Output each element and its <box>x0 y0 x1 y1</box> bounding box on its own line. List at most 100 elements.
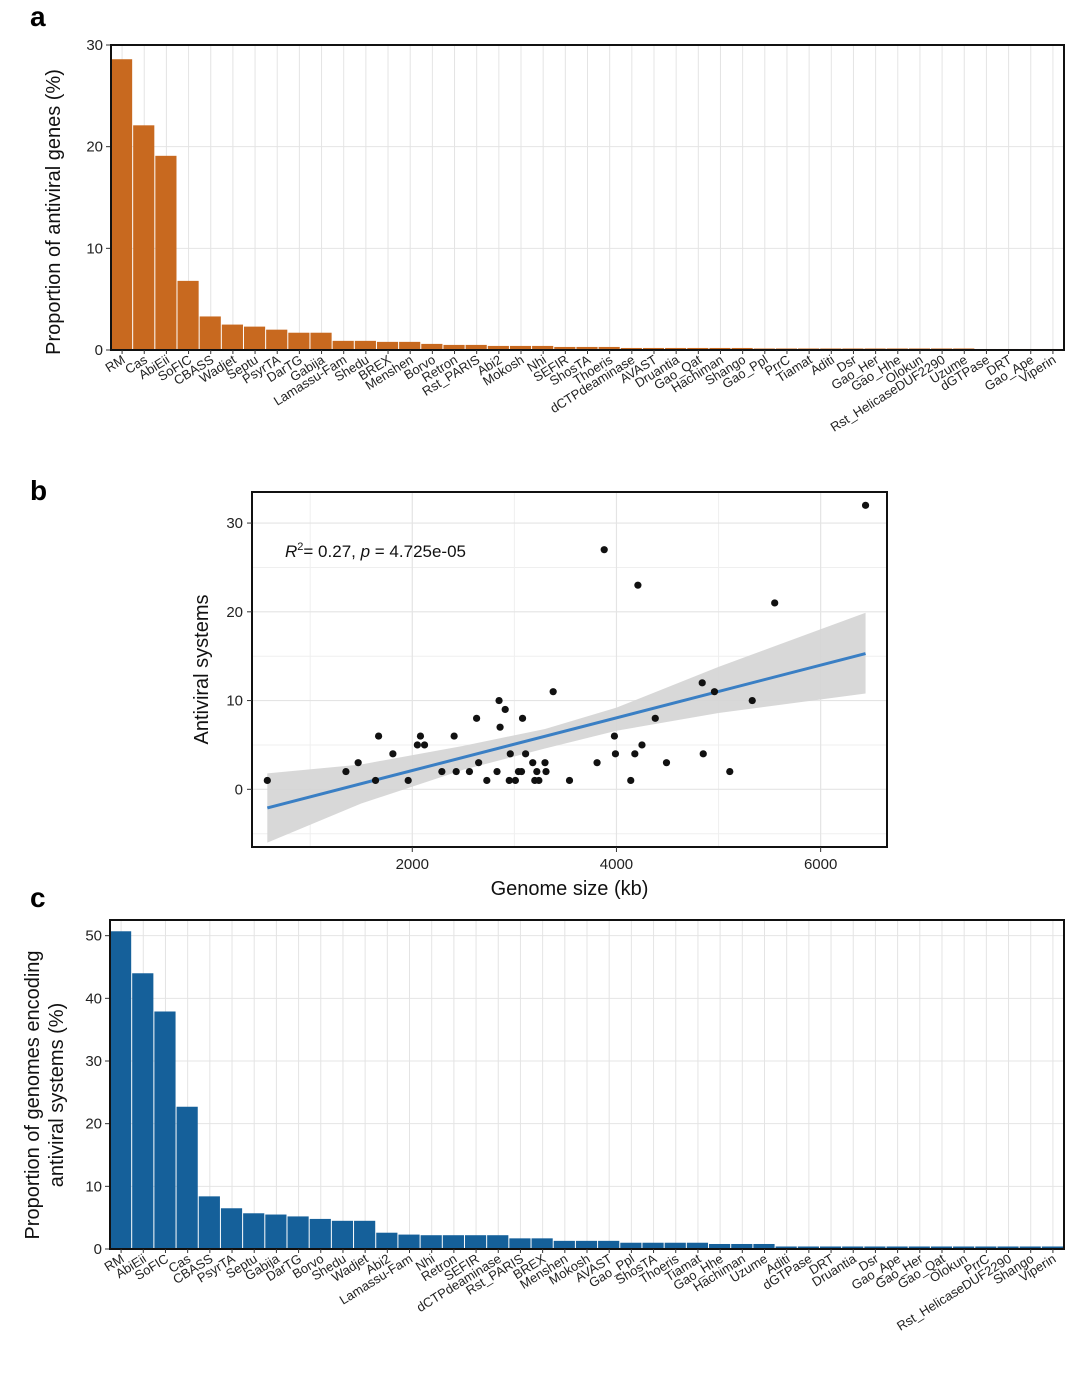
bar-Mokosh <box>575 1240 598 1249</box>
bar-Shango <box>731 347 753 350</box>
bar-Mokosh <box>509 345 532 350</box>
data-point <box>483 776 491 785</box>
bar-Retron <box>443 344 465 350</box>
bar-Septu <box>243 326 266 350</box>
bar-Nhi <box>532 345 554 350</box>
bar-Retron <box>442 1235 464 1249</box>
data-point <box>438 767 446 776</box>
bar-BREX <box>376 341 399 350</box>
y-tick-label: 10 <box>226 693 243 710</box>
x-axis-title: Genome size (kb) <box>491 878 649 900</box>
bar-Hachiman <box>709 347 731 350</box>
r-label: R <box>285 542 297 561</box>
bar-Dsr <box>864 1246 886 1249</box>
y-tick-label: 0 <box>94 1241 102 1258</box>
data-point <box>611 750 620 758</box>
data-point <box>495 696 503 705</box>
bar-PsyrTA <box>220 1208 243 1249</box>
bar-chart-antiviral-genes: 0102030RMCasAbiEiiSoFICCBASSWadjetSeptuP… <box>43 37 1065 435</box>
data-point <box>638 741 646 749</box>
data-point <box>542 767 550 776</box>
scatter-antiviral-vs-genome-size: 2000 4000 6000 0 10 20 30 Genome size (kb) Antiv… <box>191 491 888 900</box>
data-point <box>662 759 671 767</box>
bar-Gao_Ape <box>886 1246 908 1249</box>
bar-Olokun <box>953 1246 975 1249</box>
y-tick-label: 20 <box>85 1116 102 1133</box>
bar-Viperin <box>1041 1246 1063 1249</box>
data-point <box>496 723 504 731</box>
data-point <box>420 741 429 749</box>
panel-label-b: b <box>30 475 47 506</box>
bar-PsyrTA <box>266 329 288 350</box>
bar-Abi2 <box>376 1232 398 1249</box>
y-tick-label: 30 <box>86 37 103 54</box>
data-point <box>593 759 601 767</box>
data-point <box>493 767 501 776</box>
data-point <box>371 776 380 785</box>
bar-SoFIC <box>177 280 199 350</box>
data-point <box>342 767 350 776</box>
data-point <box>651 714 659 722</box>
p-value-text: = 4.725e-05 <box>370 542 466 561</box>
bar-DRT <box>819 1246 842 1249</box>
bar-Shango <box>1019 1246 1041 1249</box>
bar-Uzume <box>753 1243 775 1249</box>
data-point <box>404 776 412 785</box>
bar-Tiamat <box>686 1242 709 1249</box>
data-point <box>413 741 421 749</box>
bar-Shedu <box>331 1220 354 1249</box>
bar-Thoeris <box>598 346 620 350</box>
bar-PrrC <box>975 1246 997 1249</box>
bar-Druantia <box>665 347 687 350</box>
bar-RM <box>111 59 133 350</box>
y-axis-title-line1: Proportion of genomes encoding <box>22 950 44 1239</box>
bar-RM <box>110 931 132 1249</box>
bar-Lamassu-Fam <box>332 340 354 350</box>
data-point <box>533 767 541 776</box>
bar-dGTPase <box>797 1246 819 1249</box>
data-point <box>354 759 362 767</box>
plot-frame <box>251 491 888 848</box>
x-tick-label: 4000 <box>600 856 633 873</box>
y-tick-label: 20 <box>226 604 243 621</box>
bar-AbiEii <box>155 155 177 350</box>
bar-SoFIC <box>154 1011 176 1249</box>
data-point <box>541 759 549 767</box>
data-point <box>565 776 574 785</box>
panel-label-c: c <box>30 882 46 913</box>
bar-Wadjet <box>221 324 243 350</box>
bar-Gabija <box>265 1214 287 1249</box>
stat-text: = 0.27, <box>303 542 360 561</box>
bar-Borvo <box>309 1218 331 1249</box>
bar-Rst_HelicaseDUF2290 <box>997 1246 1019 1249</box>
bar-Aditi <box>775 1246 797 1249</box>
regression-line <box>266 652 866 810</box>
data-point <box>627 776 635 785</box>
bar-Menshen <box>553 1240 575 1249</box>
category-label: Aditi <box>807 352 836 378</box>
data-point <box>522 750 530 758</box>
data-point <box>517 767 526 776</box>
y-tick-label: 50 <box>85 928 102 945</box>
bar-Rst_PARIS <box>509 1238 531 1249</box>
bar-CBASS <box>199 316 221 350</box>
data-point <box>506 750 514 758</box>
bar-SEFIR <box>554 346 576 350</box>
bar-Menshen <box>399 341 421 350</box>
bar-dCTPdeaminase <box>487 1235 509 1249</box>
bar-Gao_Qat <box>687 347 709 350</box>
data-point <box>529 759 537 767</box>
bar-Abi2 <box>487 345 509 350</box>
x-tick-label: 2000 <box>396 856 429 873</box>
bar-Gao_Ppl <box>620 1242 642 1249</box>
bar-DarTG <box>287 1216 309 1249</box>
bar-Cas <box>133 125 155 350</box>
panel-label-a: a <box>30 1 46 32</box>
data-point <box>771 599 779 607</box>
bar-Septu <box>243 1213 265 1249</box>
data-point <box>610 732 619 740</box>
bar-CBASS <box>198 1196 220 1249</box>
bar-Rst_PARIS <box>465 344 487 350</box>
data-point <box>699 750 707 758</box>
bar-AbiEii <box>132 973 154 1249</box>
